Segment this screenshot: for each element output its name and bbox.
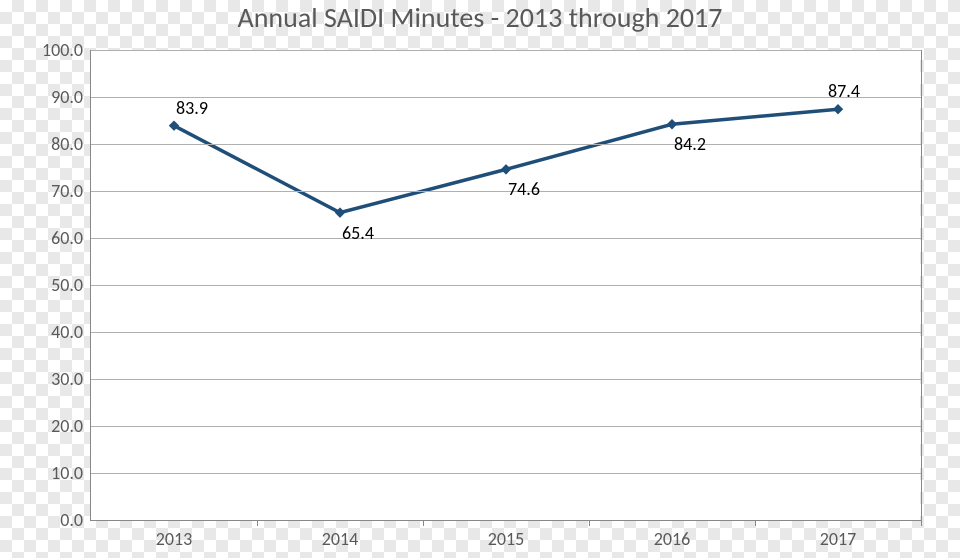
gridline [91, 50, 921, 51]
y-axis-label: 100.0 [42, 39, 91, 61]
y-axis-label: 10.0 [51, 462, 91, 484]
gridline [91, 144, 921, 145]
y-axis-label: 50.0 [51, 274, 91, 296]
x-axis-tick [589, 520, 590, 526]
gridline [91, 379, 921, 380]
y-axis-label: 20.0 [51, 415, 91, 437]
x-axis-label: 2015 [488, 528, 525, 550]
data-label: 74.6 [508, 178, 540, 200]
x-axis-label: 2016 [654, 528, 691, 550]
x-axis-label: 2013 [156, 528, 193, 550]
x-axis-tick [423, 520, 424, 526]
data-marker [502, 165, 511, 174]
data-label: 65.4 [342, 222, 374, 244]
data-label: 83.9 [176, 97, 208, 119]
y-axis-label: 30.0 [51, 368, 91, 390]
chart-title: Annual SAIDI Minutes - 2013 through 2017 [0, 0, 960, 35]
gridline [91, 285, 921, 286]
y-axis-label: 0.0 [60, 509, 91, 531]
series-line [174, 109, 838, 212]
x-axis-tick [921, 520, 922, 526]
gridline [91, 191, 921, 192]
y-axis-label: 40.0 [51, 321, 91, 343]
x-axis-tick [755, 520, 756, 526]
x-axis-label: 2014 [322, 528, 359, 550]
x-axis-tick [257, 520, 258, 526]
data-label: 87.4 [828, 80, 860, 102]
x-axis-label: 2017 [820, 528, 857, 550]
chart-container: Annual SAIDI Minutes - 2013 through 2017… [0, 0, 960, 558]
y-axis-label: 90.0 [51, 86, 91, 108]
y-axis-label: 80.0 [51, 133, 91, 155]
gridline [91, 332, 921, 333]
plot-area: 0.010.020.030.040.050.060.070.080.090.01… [90, 50, 922, 521]
y-axis-label: 60.0 [51, 227, 91, 249]
data-marker [834, 105, 843, 114]
y-axis-label: 70.0 [51, 180, 91, 202]
gridline [91, 238, 921, 239]
data-marker [668, 120, 677, 129]
gridline [91, 97, 921, 98]
data-label: 84.2 [674, 133, 706, 155]
gridline [91, 473, 921, 474]
gridline [91, 426, 921, 427]
